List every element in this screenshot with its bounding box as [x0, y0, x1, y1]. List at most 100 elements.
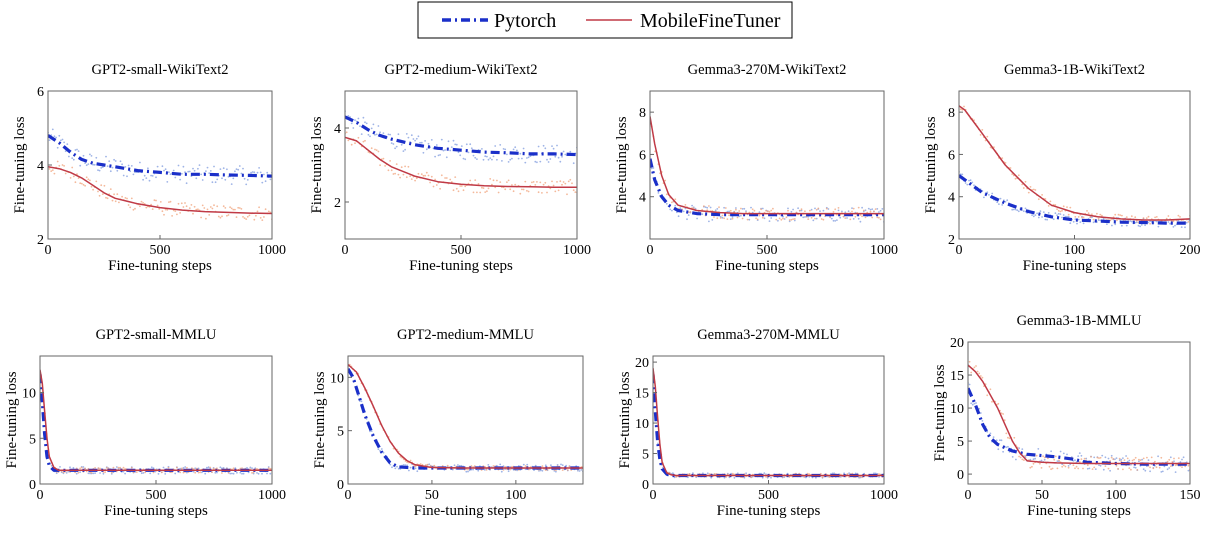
raw-point-mobilefinetuner — [492, 179, 495, 182]
raw-point-pytorch — [844, 211, 847, 214]
raw-point-pytorch — [156, 165, 159, 168]
raw-point-pytorch — [1077, 455, 1080, 457]
raw-point-mobilefinetuner — [512, 190, 515, 193]
x-tick-label: 150 — [1180, 488, 1201, 503]
raw-point-pytorch — [458, 464, 461, 467]
raw-point-pytorch — [155, 176, 157, 179]
raw-point-pytorch — [1115, 457, 1118, 459]
raw-point-pytorch — [847, 210, 850, 213]
raw-point-mobilefinetuner — [50, 170, 53, 173]
raw-point-mobilefinetuner — [414, 465, 417, 468]
raw-point-mobilefinetuner — [1008, 437, 1011, 440]
raw-point-pytorch — [1147, 459, 1150, 461]
raw-point-pytorch — [1076, 222, 1078, 225]
raw-point-pytorch — [499, 144, 502, 146]
raw-point-pytorch — [1022, 210, 1025, 213]
x-tick-label: 0 — [37, 488, 44, 503]
raw-point-pytorch — [1015, 458, 1017, 461]
raw-point-mobilefinetuner — [382, 157, 385, 160]
raw-point-pytorch — [82, 466, 85, 468]
raw-point-mobilefinetuner — [755, 217, 757, 220]
raw-point-pytorch — [970, 402, 973, 405]
raw-point-pytorch — [364, 121, 366, 124]
raw-point-mobilefinetuner — [79, 467, 81, 470]
raw-point-pytorch — [1079, 221, 1082, 224]
raw-point-pytorch — [74, 149, 77, 151]
raw-point-mobilefinetuner — [1125, 216, 1128, 219]
raw-point-pytorch — [82, 154, 85, 157]
raw-point-pytorch — [1166, 468, 1169, 471]
raw-point-mobilefinetuner — [1154, 460, 1156, 463]
x-tick-label: 1000 — [258, 243, 286, 258]
raw-point-mobilefinetuner — [507, 179, 510, 182]
raw-point-mobilefinetuner — [844, 217, 847, 220]
raw-point-pytorch — [677, 215, 680, 218]
raw-point-pytorch — [124, 472, 126, 475]
raw-point-mobilefinetuner — [970, 371, 973, 374]
raw-point-pytorch — [238, 165, 241, 167]
raw-point-pytorch — [1125, 224, 1128, 227]
raw-point-pytorch — [873, 472, 875, 475]
raw-point-mobilefinetuner — [424, 174, 426, 177]
raw-point-mobilefinetuner — [166, 209, 169, 211]
raw-point-pytorch — [484, 469, 486, 471]
raw-point-mobilefinetuner — [121, 195, 123, 198]
raw-point-mobilefinetuner — [201, 204, 204, 207]
raw-point-mobilefinetuner — [135, 471, 138, 473]
raw-point-pytorch — [394, 147, 396, 150]
raw-point-mobilefinetuner — [792, 218, 794, 221]
raw-point-pytorch — [124, 166, 127, 168]
raw-point-mobilefinetuner — [768, 210, 771, 213]
raw-point-pytorch — [881, 208, 884, 210]
raw-point-mobilefinetuner — [832, 211, 835, 213]
raw-point-mobilefinetuner — [1042, 455, 1044, 458]
raw-point-pytorch — [457, 151, 460, 154]
raw-point-mobilefinetuner — [484, 465, 486, 468]
raw-point-pytorch — [71, 157, 74, 160]
raw-point-pytorch — [464, 158, 467, 161]
raw-point-pytorch — [229, 472, 232, 475]
raw-point-mobilefinetuner — [1044, 198, 1047, 200]
raw-point-mobilefinetuner — [1171, 461, 1174, 463]
raw-point-pytorch — [98, 169, 101, 172]
raw-point-pytorch — [177, 164, 180, 167]
raw-point-mobilefinetuner — [674, 198, 677, 201]
raw-point-mobilefinetuner — [142, 202, 145, 204]
raw-point-mobilefinetuner — [193, 205, 196, 208]
raw-point-pytorch — [859, 220, 862, 223]
raw-point-mobilefinetuner — [345, 131, 348, 134]
raw-point-pytorch — [474, 156, 477, 159]
raw-point-pytorch — [204, 472, 207, 475]
raw-point-pytorch — [992, 436, 995, 438]
plot-area — [48, 128, 272, 222]
raw-point-pytorch — [63, 141, 65, 144]
raw-point-mobilefinetuner — [1145, 217, 1148, 220]
raw-point-pytorch — [839, 476, 842, 478]
raw-point-mobilefinetuner — [1134, 216, 1137, 219]
raw-point-mobilefinetuner — [405, 176, 408, 179]
raw-point-pytorch — [800, 209, 803, 212]
raw-point-pytorch — [507, 161, 510, 163]
raw-point-mobilefinetuner — [481, 186, 483, 189]
x-tick-label: 100 — [1064, 243, 1085, 258]
raw-point-mobilefinetuner — [241, 467, 243, 470]
raw-point-mobilefinetuner — [119, 466, 121, 469]
raw-point-pytorch — [696, 217, 698, 220]
x-axis-label: Fine-tuning steps — [1023, 258, 1127, 274]
raw-point-mobilefinetuner — [230, 207, 233, 210]
raw-point-pytorch — [1000, 439, 1003, 442]
raw-point-mobilefinetuner — [1077, 216, 1080, 218]
raw-point-mobilefinetuner — [1115, 464, 1118, 467]
raw-point-mobilefinetuner — [567, 180, 570, 183]
subplot-title: GPT2-small-MMLU — [96, 327, 217, 343]
raw-point-pytorch — [1011, 208, 1014, 211]
raw-point-mobilefinetuner — [1096, 456, 1099, 459]
raw-point-mobilefinetuner — [377, 150, 380, 153]
raw-point-mobilefinetuner — [404, 165, 406, 168]
raw-point-mobilefinetuner — [878, 473, 880, 475]
raw-point-pytorch — [184, 171, 186, 174]
raw-point-mobilefinetuner — [395, 163, 398, 166]
raw-point-pytorch — [533, 469, 535, 471]
